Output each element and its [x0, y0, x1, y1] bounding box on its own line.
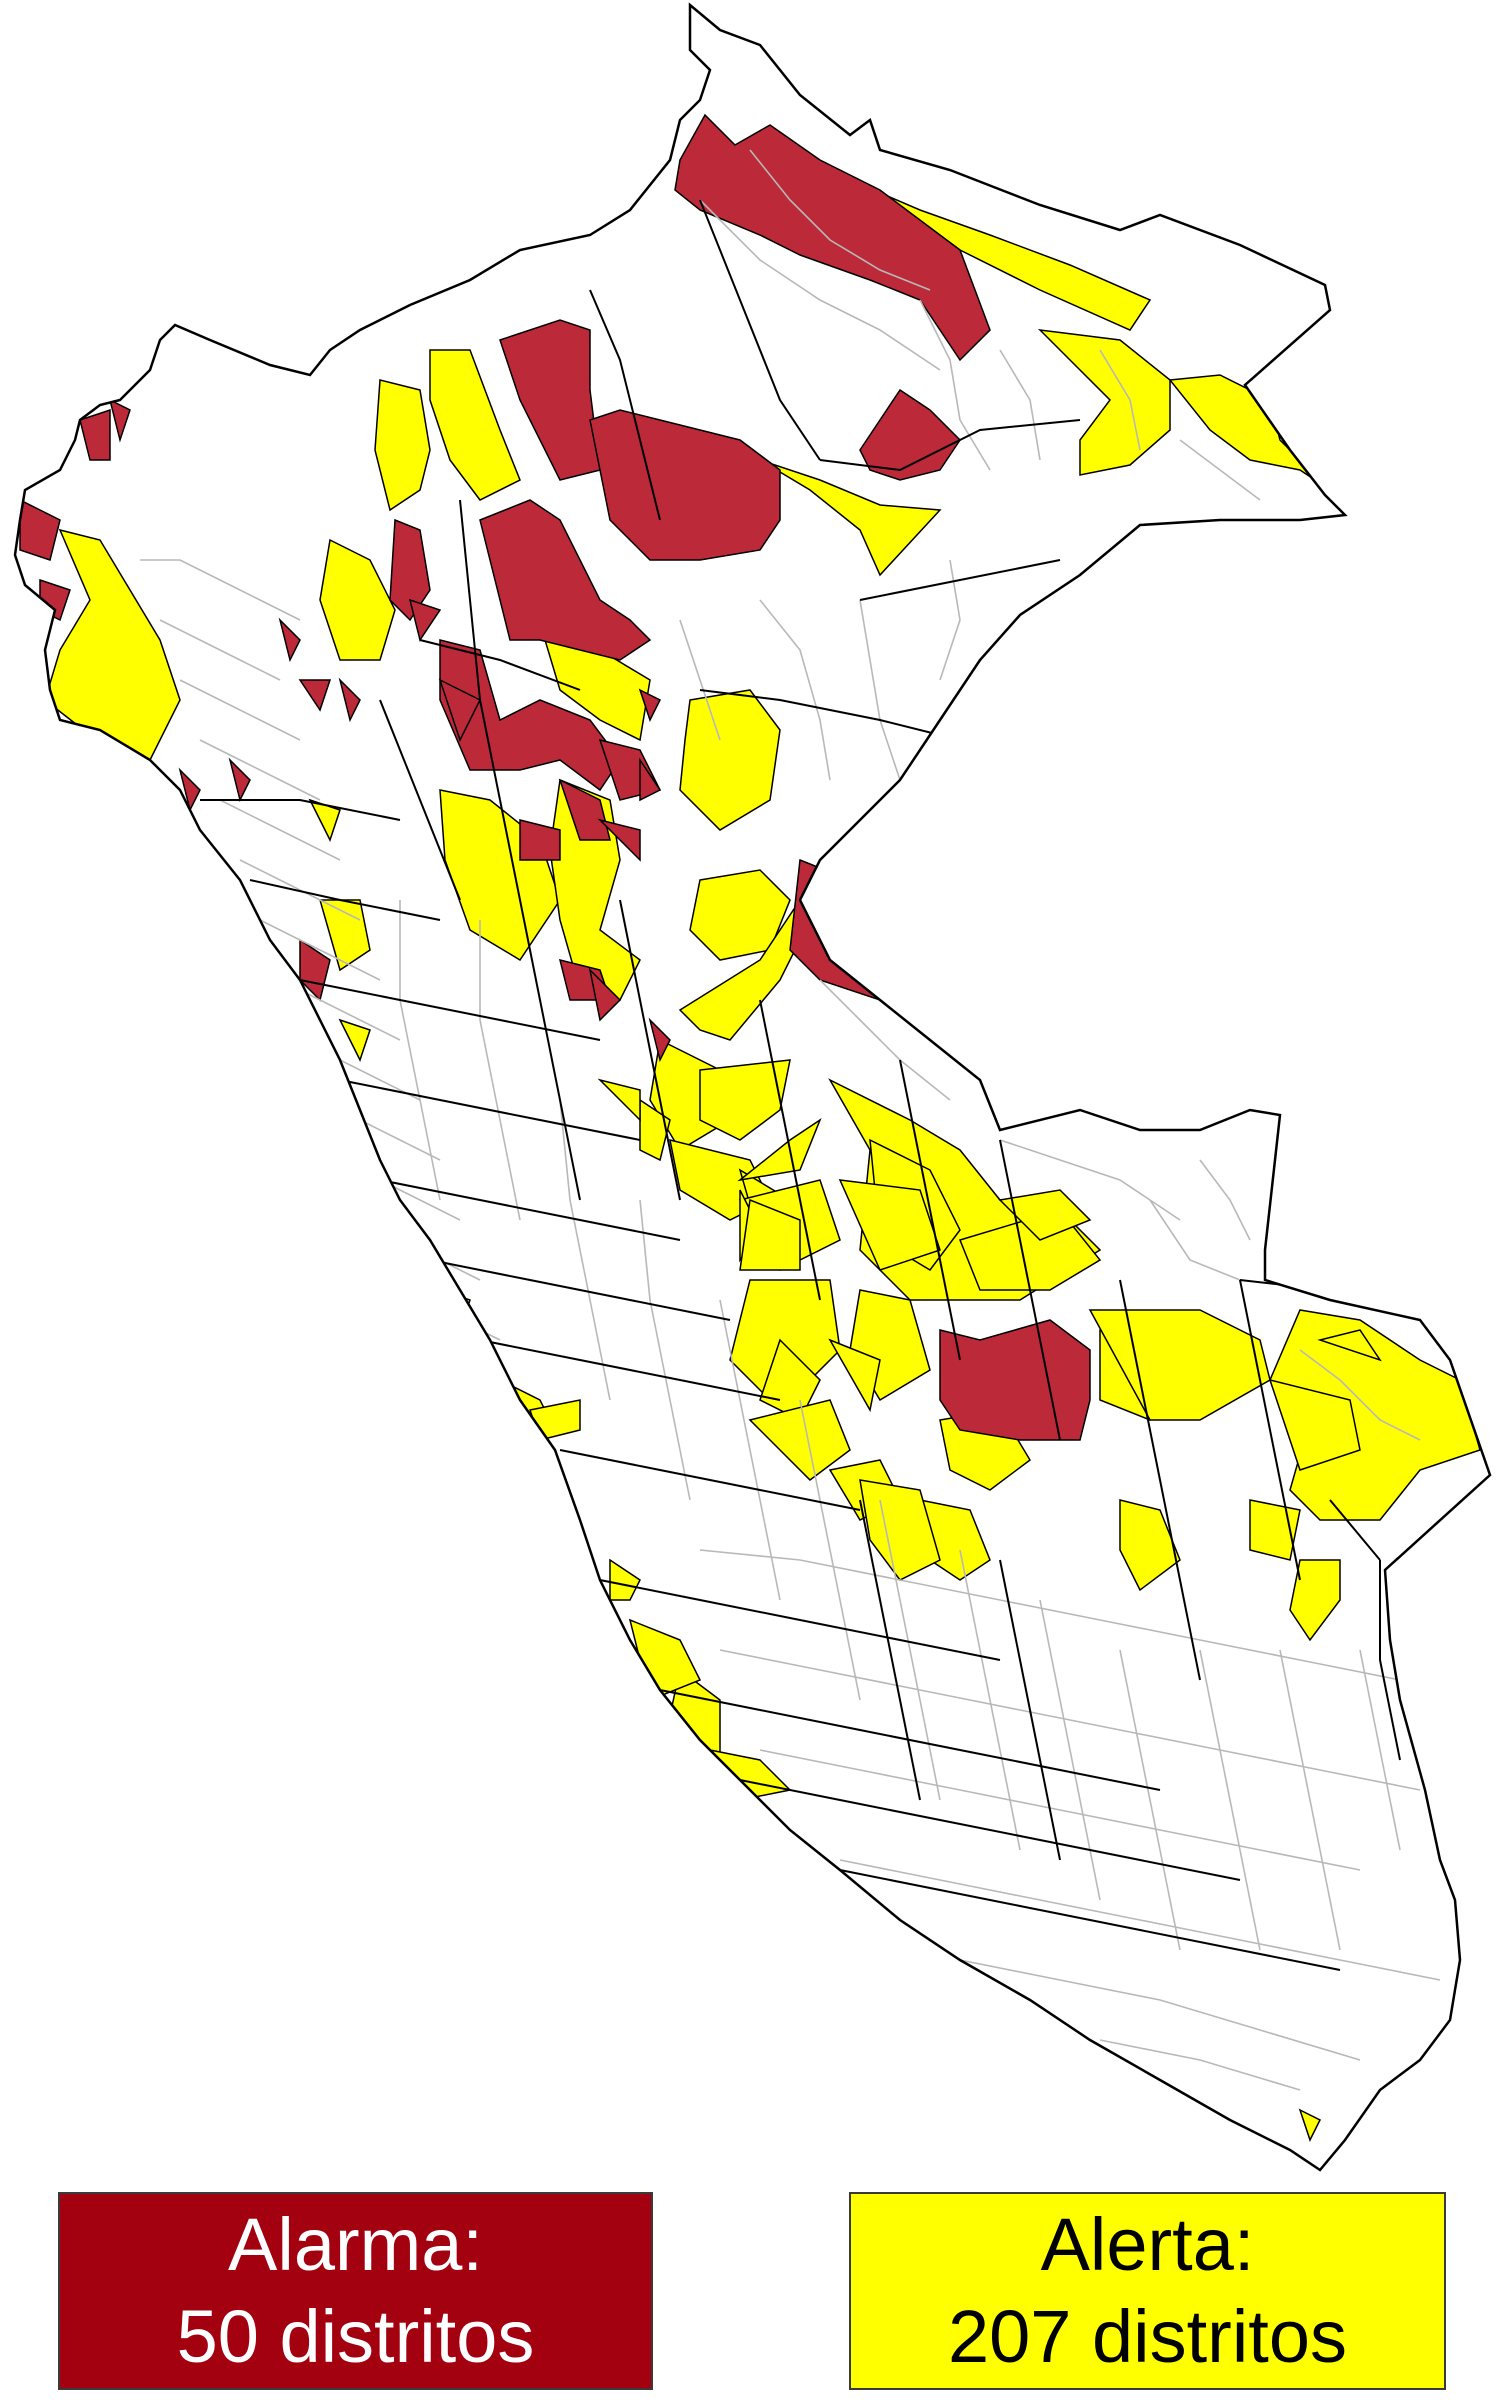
legend-alerta-title: Alerta: — [1040, 2202, 1255, 2286]
alerta-districts — [44, 194, 1481, 2142]
legend-alerta: Alerta: 207 distritos — [849, 2192, 1446, 2390]
legend-alarma-title: Alarma: — [228, 2202, 483, 2286]
peru-border — [13, 2, 1492, 2172]
legend-alarma-count: 50 distritos — [176, 2295, 535, 2378]
legend-alerta-count: 207 distritos — [948, 2295, 1347, 2378]
legend-alarma: Alarma: 50 distritos — [58, 2192, 653, 2390]
